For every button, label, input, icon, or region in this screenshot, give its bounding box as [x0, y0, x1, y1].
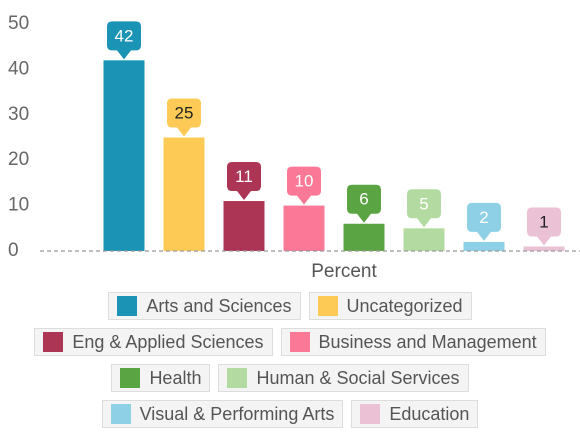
- legend-label: Uncategorized: [346, 295, 463, 316]
- legend-label: Health: [149, 367, 202, 388]
- bar: [223, 201, 265, 251]
- bar: [283, 205, 325, 251]
- bar: [403, 228, 445, 251]
- legend-label: Human & Social Services: [256, 367, 460, 388]
- legend-swatch: [317, 296, 338, 316]
- legend-item[interactable]: Health: [111, 364, 211, 392]
- callout: [227, 162, 261, 201]
- callout: [527, 207, 561, 246]
- legend-item[interactable]: Business and Management: [280, 328, 546, 356]
- legend-row: Health Human & Social Services: [0, 364, 580, 392]
- y-tick-label: 10: [8, 195, 29, 216]
- bar: [103, 60, 145, 251]
- legend-swatch: [227, 368, 248, 388]
- legend-swatch: [120, 368, 141, 388]
- legend-swatch: [110, 404, 131, 424]
- callout: [467, 202, 501, 241]
- legend-item[interactable]: Uncategorized: [308, 292, 472, 320]
- data-label: 1: [539, 212, 548, 231]
- legend-item[interactable]: Visual & Performing Arts: [101, 400, 344, 428]
- legend-label: Arts and Sciences: [146, 295, 292, 316]
- data-label: 25: [175, 103, 194, 122]
- bar: [343, 223, 385, 251]
- callout: [287, 166, 321, 205]
- data-label: 10: [295, 172, 314, 191]
- x-axis-label: Percent: [311, 261, 377, 282]
- legend-item[interactable]: Eng & Applied Sciences: [34, 328, 273, 356]
- data-label: 11: [235, 167, 253, 186]
- y-tick-label: 30: [8, 104, 29, 125]
- legend-swatch: [289, 332, 310, 352]
- plot: Percent 0 10 20 30 40 50 42 25 11 10 6 5 2 1: [8, 13, 580, 282]
- legend-item[interactable]: Human & Social Services: [218, 364, 469, 392]
- legend-swatch: [43, 332, 64, 352]
- legend-item[interactable]: Education: [351, 400, 479, 428]
- callout: [407, 189, 441, 228]
- legend-row: Arts and Sciences Uncategorized: [0, 292, 580, 320]
- y-tick-label: 40: [8, 58, 29, 79]
- y-tick-label: 20: [8, 149, 29, 170]
- legend-label: Business and Management: [318, 331, 537, 352]
- legend-label: Visual & Performing Arts: [139, 403, 335, 424]
- data-label: 5: [419, 194, 428, 213]
- data-label: 42: [115, 26, 134, 45]
- callout: [107, 21, 141, 60]
- y-tick-label: 50: [8, 13, 29, 34]
- bar: [163, 137, 205, 251]
- legend-swatch: [360, 404, 381, 424]
- legend-row: Eng & Applied Sciences Business and Manag…: [0, 328, 580, 356]
- data-label: 6: [359, 190, 368, 209]
- legend: Arts and Sciences Uncategorized Eng & Appl…: [0, 292, 580, 436]
- callout: [167, 98, 201, 137]
- legend-label: Eng & Applied Sciences: [72, 331, 264, 352]
- bar: [523, 246, 565, 251]
- callout: [347, 184, 381, 223]
- legend-swatch: [117, 296, 138, 316]
- y-tick-label: 0: [8, 240, 19, 261]
- data-label: 2: [479, 208, 488, 227]
- bar: [463, 241, 505, 251]
- legend-row: Visual & Performing Arts Education: [0, 400, 580, 428]
- legend-item[interactable]: Arts and Sciences: [108, 292, 301, 320]
- legend-label: Education: [389, 403, 470, 424]
